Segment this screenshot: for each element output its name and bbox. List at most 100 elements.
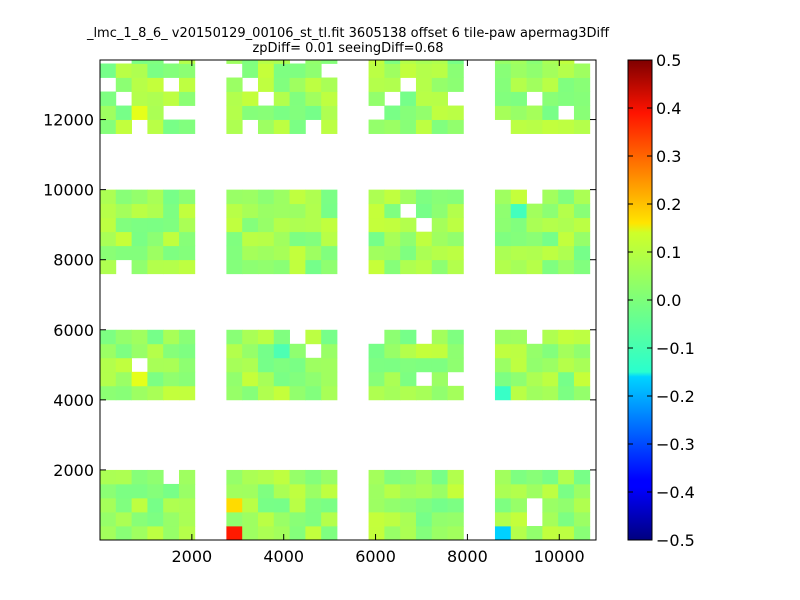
heatmap-cell (526, 385, 543, 401)
heatmap-cell (100, 105, 117, 120)
heatmap-cell (131, 385, 148, 401)
heatmap-cell (178, 203, 196, 219)
heatmap-cell (226, 91, 243, 106)
heatmap-cell (573, 343, 591, 359)
heatmap-cell (100, 245, 117, 261)
heatmap-cell (431, 525, 448, 541)
heatmap-cell (321, 497, 338, 513)
heatmap-cell (131, 469, 148, 485)
heatmap-cell (384, 329, 401, 345)
heatmap-cell (400, 60, 417, 64)
heatmap-cell (226, 343, 243, 359)
colorbar-tick-label: 0.0 (656, 291, 681, 310)
heatmap-cell (257, 511, 275, 527)
heatmap-cell (147, 469, 164, 485)
heatmap-cell (305, 259, 322, 275)
heatmap-cell (131, 259, 148, 275)
heatmap-cell (289, 245, 306, 261)
heatmap-cell (400, 119, 417, 134)
heatmap-cell (257, 525, 275, 541)
heatmap-cell (400, 189, 417, 205)
heatmap-cell (510, 525, 527, 541)
heatmap-cell (163, 91, 180, 106)
heatmap-cell (273, 525, 290, 541)
heatmap-cell (131, 60, 148, 64)
heatmap-cell (163, 189, 180, 205)
heatmap-cell (163, 119, 180, 134)
x-tick-label: 8000 (447, 547, 488, 566)
heatmap-cell (384, 119, 401, 134)
heatmap-cell (226, 105, 243, 120)
heatmap-cell (526, 105, 543, 120)
heatmap-cell (447, 231, 464, 247)
heatmap-cell (305, 77, 322, 92)
heatmap-cell (257, 105, 275, 120)
heatmap-cell (242, 63, 259, 78)
heatmap-cell (384, 231, 401, 247)
heatmap-cell (573, 63, 591, 78)
heatmap-cell (100, 189, 117, 205)
heatmap-cell (226, 245, 243, 261)
heatmap-cell (526, 63, 543, 78)
heatmap-cell (131, 189, 148, 205)
heatmap-cell (257, 189, 275, 205)
heatmap-cell (494, 245, 512, 261)
colorbar-tick-label: −0.5 (656, 531, 695, 550)
heatmap-cell (242, 259, 259, 275)
heatmap-cell (242, 189, 259, 205)
heatmap-cell (447, 119, 464, 134)
heatmap-cell (100, 91, 117, 106)
heatmap-cell (115, 483, 132, 499)
heatmap-cell (415, 91, 433, 106)
heatmap-cell (242, 91, 259, 106)
heatmap-cell (447, 343, 464, 359)
heatmap-cell (289, 525, 306, 541)
heatmap-cell (273, 511, 290, 527)
colorbar-tick-label: −0.1 (656, 339, 695, 358)
heatmap-cell (226, 329, 243, 345)
heatmap-cell (242, 231, 259, 247)
heatmap-cell (321, 189, 338, 205)
heatmap-cell (368, 483, 385, 499)
heatmap-cell (526, 119, 543, 134)
colorbar-tick-label: 0.4 (656, 99, 681, 118)
heatmap-cell (226, 497, 243, 513)
heatmap-cell (368, 259, 385, 275)
heatmap-cell (510, 343, 527, 359)
heatmap-cell (257, 371, 275, 387)
heatmap-cell (558, 77, 575, 92)
heatmap-cell (558, 469, 575, 485)
heatmap-cell (542, 511, 559, 527)
heatmap-cell (510, 77, 527, 92)
heatmap-cell (573, 469, 591, 485)
heatmap-cell (147, 245, 164, 261)
heatmap-cell (510, 259, 527, 275)
heatmap-cell (415, 105, 433, 120)
heatmap-cell (100, 231, 117, 247)
heatmap-cell (368, 525, 385, 541)
heatmap-cell (321, 259, 338, 275)
heatmap-cell (447, 63, 464, 78)
heatmap-cell (447, 483, 464, 499)
heatmap-cell (384, 371, 401, 387)
heatmap-cell (273, 371, 290, 387)
heatmap-cell (226, 483, 243, 499)
heatmap-cell (368, 203, 385, 219)
heatmap-cell (542, 357, 559, 373)
heatmap-cell (147, 497, 164, 513)
heatmap-cell (305, 60, 322, 64)
heatmap-cell (131, 105, 148, 120)
heatmap-cell (447, 469, 464, 485)
heatmap-cell (163, 245, 180, 261)
heatmap-cell (542, 60, 559, 64)
heatmap-cell (321, 469, 338, 485)
heatmap-cell (447, 329, 464, 345)
heatmap-cell (147, 119, 164, 134)
heatmap-cell (242, 483, 259, 499)
heatmap-cell (447, 259, 464, 275)
heatmap-cell (384, 469, 401, 485)
heatmap-cell (494, 329, 512, 345)
x-tick-label: 6000 (355, 547, 396, 566)
heatmap-cell (494, 189, 512, 205)
heatmap-cell (494, 105, 512, 120)
